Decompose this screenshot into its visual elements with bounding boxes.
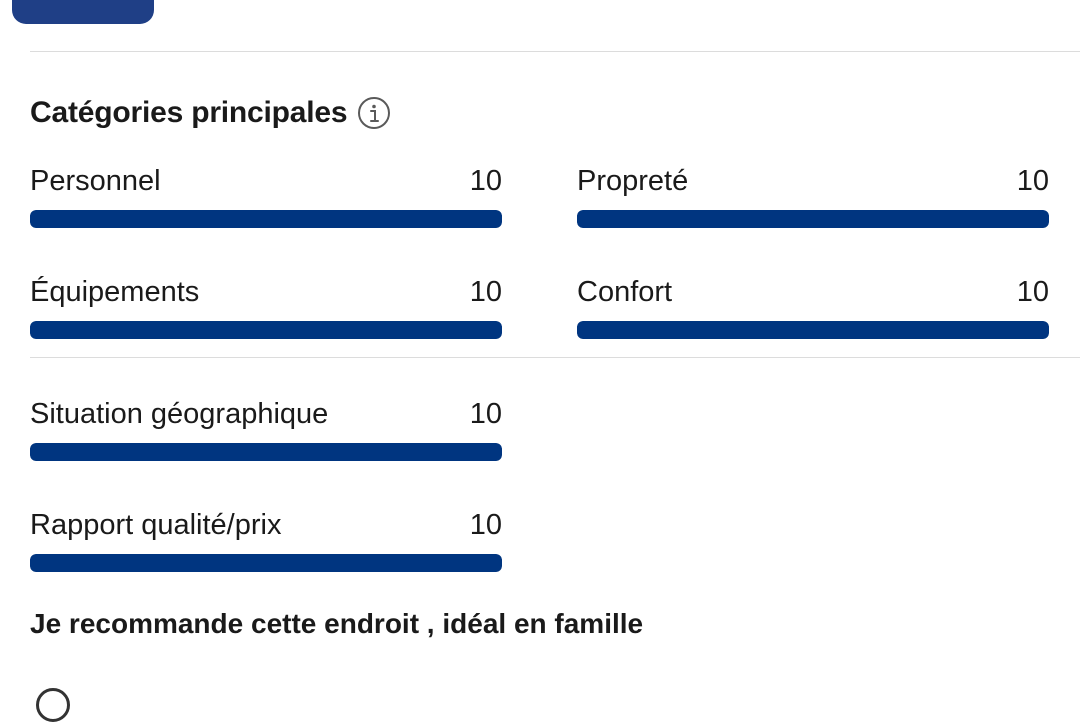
category-label: Propreté: [577, 165, 689, 197]
divider-top: [30, 51, 1080, 52]
score-bar: [577, 321, 1049, 339]
category-proprete: Propreté 10: [577, 164, 1049, 228]
category-equipements: Équipements 10: [30, 275, 502, 339]
score-bar: [30, 443, 502, 461]
avatar-icon: [36, 688, 70, 722]
score-bar: [577, 210, 1049, 228]
score-bar: [30, 321, 502, 339]
category-label: Situation géographique: [30, 398, 329, 430]
score-bar-fill: [30, 210, 502, 228]
category-score: 10: [1016, 276, 1049, 308]
score-bar-fill: [577, 210, 1049, 228]
category-label: Rapport qualité/prix: [30, 509, 282, 541]
category-score: 10: [469, 398, 502, 430]
category-label: Confort: [577, 276, 673, 308]
score-bar: [30, 210, 502, 228]
category-score: 10: [469, 509, 502, 541]
category-rapport: Rapport qualité/prix 10: [30, 508, 502, 572]
category-confort: Confort 10: [577, 275, 1049, 339]
score-bar: [30, 554, 502, 572]
info-circle-icon[interactable]: [357, 96, 391, 130]
review-title: Je recommande cette endroit , idéal en f…: [30, 608, 644, 639]
category-score: 10: [469, 276, 502, 308]
score-bar-fill: [577, 321, 1049, 339]
divider-middle: [30, 357, 1080, 358]
category-score: 10: [469, 165, 502, 197]
score-bar-fill: [30, 321, 502, 339]
top-action-button[interactable]: [12, 0, 154, 24]
category-situation: Situation géographique 10: [30, 397, 502, 461]
category-label: Personnel: [30, 165, 161, 197]
category-score: 10: [1016, 165, 1049, 197]
score-bar-fill: [30, 554, 502, 572]
category-personnel: Personnel 10: [30, 164, 502, 228]
score-bar-fill: [30, 443, 502, 461]
section-title-text: Catégories principales: [30, 96, 348, 129]
section-title: Catégories principales: [30, 96, 391, 130]
category-label: Équipements: [30, 276, 200, 308]
